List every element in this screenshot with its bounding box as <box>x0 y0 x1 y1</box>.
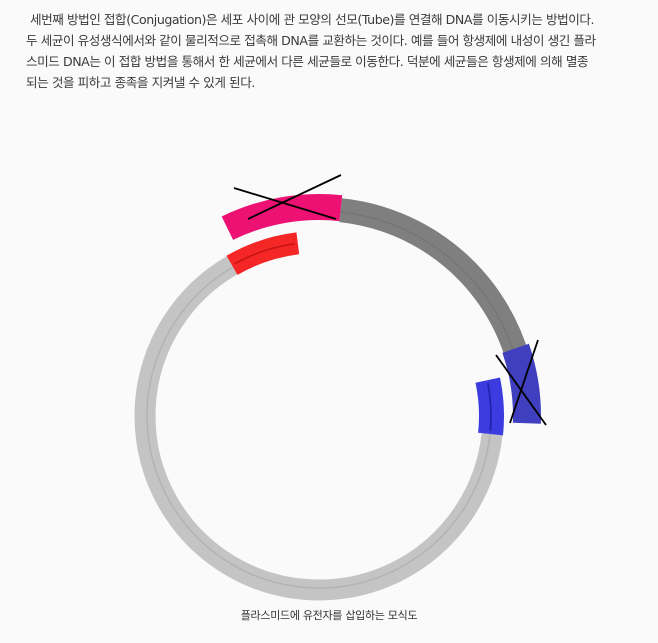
removed-arc <box>339 198 530 363</box>
red-segment-inner-line <box>234 242 295 265</box>
paragraph-line-2: 두 세균이 유성생식에서와 같이 물리적으로 접촉해 DNA를 교환하는 것이다… <box>26 33 596 48</box>
pink-cross-mark <box>233 174 342 220</box>
paragraph-line-4: 되는 것을 피하고 종족을 지켜낼 수 있게 된다. <box>26 75 255 90</box>
pink-insert-segment <box>221 194 343 240</box>
plasmid-ring-inner-line <box>146 266 491 589</box>
article-paragraph: 세번째 방법인 접합(Conjugation)은 세포 사이에 관 모양의 선모… <box>26 9 644 93</box>
blue-segment-inner-line <box>487 383 492 432</box>
paragraph-line-3: 스미드 DNA는 이 접합 방법을 통해서 한 세균에서 다른 세균들로 이동한… <box>26 54 589 69</box>
paragraph-line-1: 세번째 방법인 접합(Conjugation)은 세포 사이에 관 모양의 선모… <box>30 12 595 27</box>
blue-outer-segment <box>502 343 541 424</box>
plasmid-ring <box>134 256 503 601</box>
diagram-caption: 플라스미드에 유전자를 삽입하는 모식도 <box>240 609 418 622</box>
removed-arc-inner-line <box>340 211 517 360</box>
red-segment <box>226 232 300 275</box>
blue-cross-mark <box>495 339 547 426</box>
blue-inner-segment <box>475 377 505 436</box>
